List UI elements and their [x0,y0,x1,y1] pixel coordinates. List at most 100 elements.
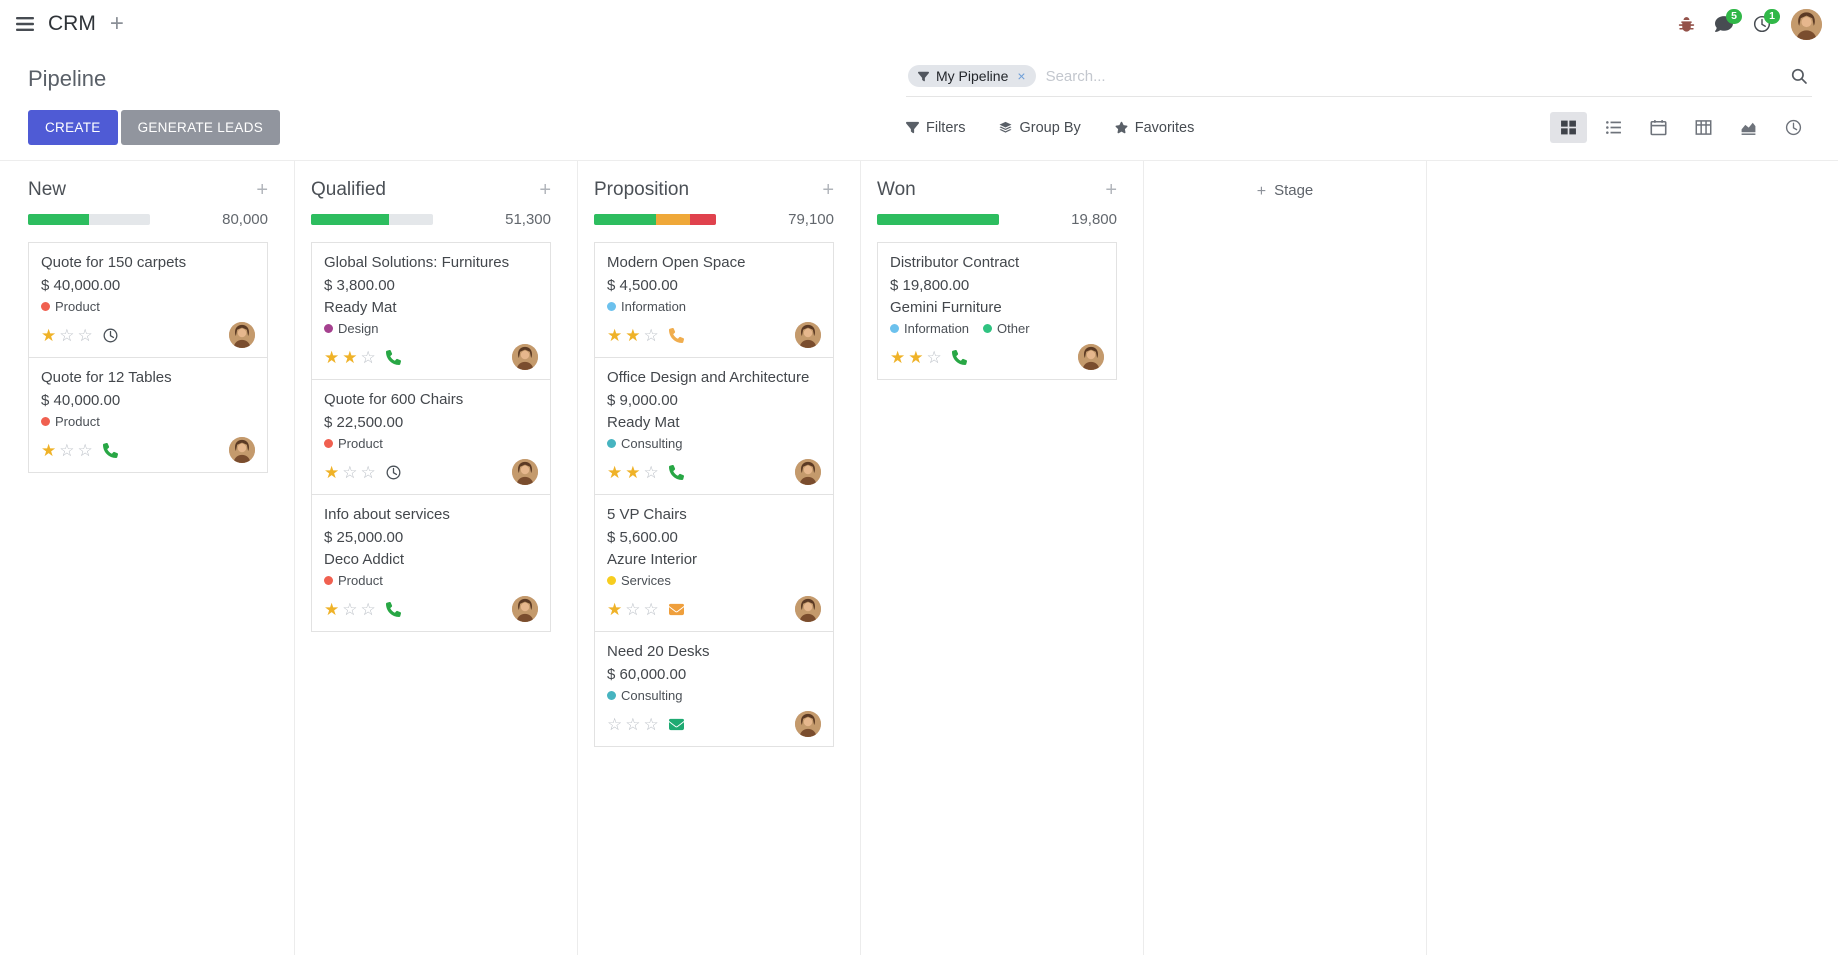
priority-star[interactable]: ★ [41,440,57,460]
priority-star[interactable]: ★ [324,599,340,619]
phone-activity-icon[interactable] [102,442,118,458]
favorites-menu-button[interactable]: Favorites [1115,120,1194,136]
priority-star[interactable]: ☆ [360,599,376,619]
priority-star[interactable]: ☆ [625,714,641,734]
search-bar[interactable]: My Pipeline × [906,61,1812,97]
graph-view-button[interactable] [1730,112,1767,143]
priority-star[interactable]: ☆ [643,325,659,345]
envelope-activity-icon[interactable] [668,717,684,732]
priority-star[interactable]: ★ [890,347,906,367]
progress-segment [656,214,691,225]
kanban-card[interactable]: 5 VP Chairs $ 5,600.00 Azure Interior Servi… [594,494,834,632]
search-icon[interactable] [1790,67,1808,85]
priority-star[interactable]: ☆ [77,440,93,460]
priority-star[interactable]: ☆ [360,462,376,482]
priority-star[interactable]: ★ [625,325,641,345]
kanban-view-button[interactable] [1550,112,1587,143]
phone-activity-icon[interactable] [668,464,684,480]
apps-menu-button[interactable] [16,17,34,31]
group-by-menu-button[interactable]: Group By [999,120,1081,136]
kanban-card[interactable]: Office Design and Architecture $ 9,000.00… [594,357,834,495]
priority-stars: ★ ☆ ☆ [41,327,93,344]
column-progressbar[interactable] [594,214,716,225]
quick-create-button[interactable]: + [822,179,834,201]
salesperson-avatar [229,322,255,348]
messages-button[interactable]: 5 [1715,9,1742,33]
priority-star[interactable]: ☆ [342,462,358,482]
phone-activity-icon[interactable] [668,327,684,343]
group-by-icon [999,121,1012,134]
generate-leads-button[interactable]: GENERATE LEADS [120,110,281,145]
kanban-card[interactable]: Quote for 150 carpets $ 40,000.00 Product ★… [28,242,268,358]
card-title: Info about services [324,506,450,523]
envelope-activity-icon[interactable] [668,602,684,617]
kanban-card[interactable]: Info about services $ 25,000.00 Deco Addic… [311,494,551,632]
kanban-card[interactable]: Need 20 Desks $ 60,000.00 Consulting ☆ ☆ ☆ [594,631,834,747]
column-progressbar[interactable] [28,214,150,225]
quick-create-button[interactable]: + [256,179,268,201]
messages-badge: 5 [1726,9,1742,24]
priority-star[interactable]: ☆ [360,347,376,367]
priority-star[interactable]: ★ [607,462,623,482]
column-progressbar[interactable] [877,214,999,225]
priority-star[interactable]: ☆ [926,347,942,367]
priority-star[interactable]: ★ [324,462,340,482]
card-tags: Product [324,436,538,451]
quick-create-button[interactable]: + [539,179,551,201]
priority-star[interactable]: ☆ [643,599,659,619]
kanban-card[interactable]: Global Solutions: Furnitures $ 3,800.00 Re… [311,242,551,380]
priority-star[interactable]: ☆ [77,325,93,345]
list-view-icon [1605,119,1622,136]
kanban-card[interactable]: Modern Open Space $ 4,500.00 Information ★ ★… [594,242,834,358]
filters-label: Filters [926,119,966,136]
activities-button[interactable]: 1 [1753,9,1780,33]
card-footer: ★ ☆ ☆ [41,437,255,463]
facet-remove-button[interactable]: × [1017,68,1026,84]
bug-icon [1678,16,1695,33]
phone-activity-icon[interactable] [951,349,967,365]
card-footer: ★ ★ ☆ [607,322,821,348]
add-menu-button[interactable]: + [110,12,124,36]
tag-color-dot [890,324,899,333]
page-title: Pipeline [28,66,107,91]
priority-star[interactable]: ★ [342,347,358,367]
card-tags: Design [324,321,538,336]
column-progressbar[interactable] [311,214,433,225]
priority-star[interactable]: ★ [607,599,623,619]
debug-button[interactable] [1678,16,1695,33]
add-stage-column[interactable]: + Stage [1144,161,1427,955]
salesperson-avatar [512,459,538,485]
priority-star[interactable]: ★ [908,347,924,367]
priority-star[interactable]: ★ [324,347,340,367]
kanban-card[interactable]: Quote for 12 Tables $ 40,000.00 Product ★ ☆ ☆ [28,357,268,473]
priority-star[interactable]: ★ [607,325,623,345]
priority-stars: ★ ★ ☆ [607,327,659,344]
calendar-view-button[interactable] [1640,112,1677,143]
create-button[interactable]: CREATE [28,110,118,145]
pivot-view-button[interactable] [1685,112,1722,143]
priority-star[interactable]: ☆ [59,325,75,345]
priority-star[interactable]: ★ [625,462,641,482]
quick-create-button[interactable]: + [1105,179,1117,201]
user-avatar[interactable] [1791,8,1822,40]
priority-star[interactable]: ★ [41,325,57,345]
kanban-card[interactable]: Distributor Contract $ 19,800.00 Gemini Fu… [877,242,1117,380]
card-expected-revenue: $ 60,000.00 [607,666,687,683]
list-view-button[interactable] [1595,112,1632,143]
priority-star[interactable]: ☆ [643,714,659,734]
priority-star[interactable]: ☆ [59,440,75,460]
search-input[interactable] [1045,67,1780,85]
priority-star[interactable]: ☆ [342,599,358,619]
priority-star[interactable]: ☆ [625,599,641,619]
activity-view-button[interactable] [1775,112,1812,143]
clock-activity-icon[interactable] [386,465,401,480]
phone-activity-icon[interactable] [385,349,401,365]
app-name[interactable]: CRM [48,12,96,35]
priority-star[interactable]: ☆ [607,714,623,734]
priority-star[interactable]: ☆ [643,462,659,482]
kanban-card[interactable]: Quote for 600 Chairs $ 22,500.00 Product ★ ☆… [311,379,551,495]
filters-menu-button[interactable]: Filters [906,120,965,136]
phone-activity-icon[interactable] [385,601,401,617]
tag-services: Services [607,573,671,588]
clock-activity-icon[interactable] [103,328,118,343]
